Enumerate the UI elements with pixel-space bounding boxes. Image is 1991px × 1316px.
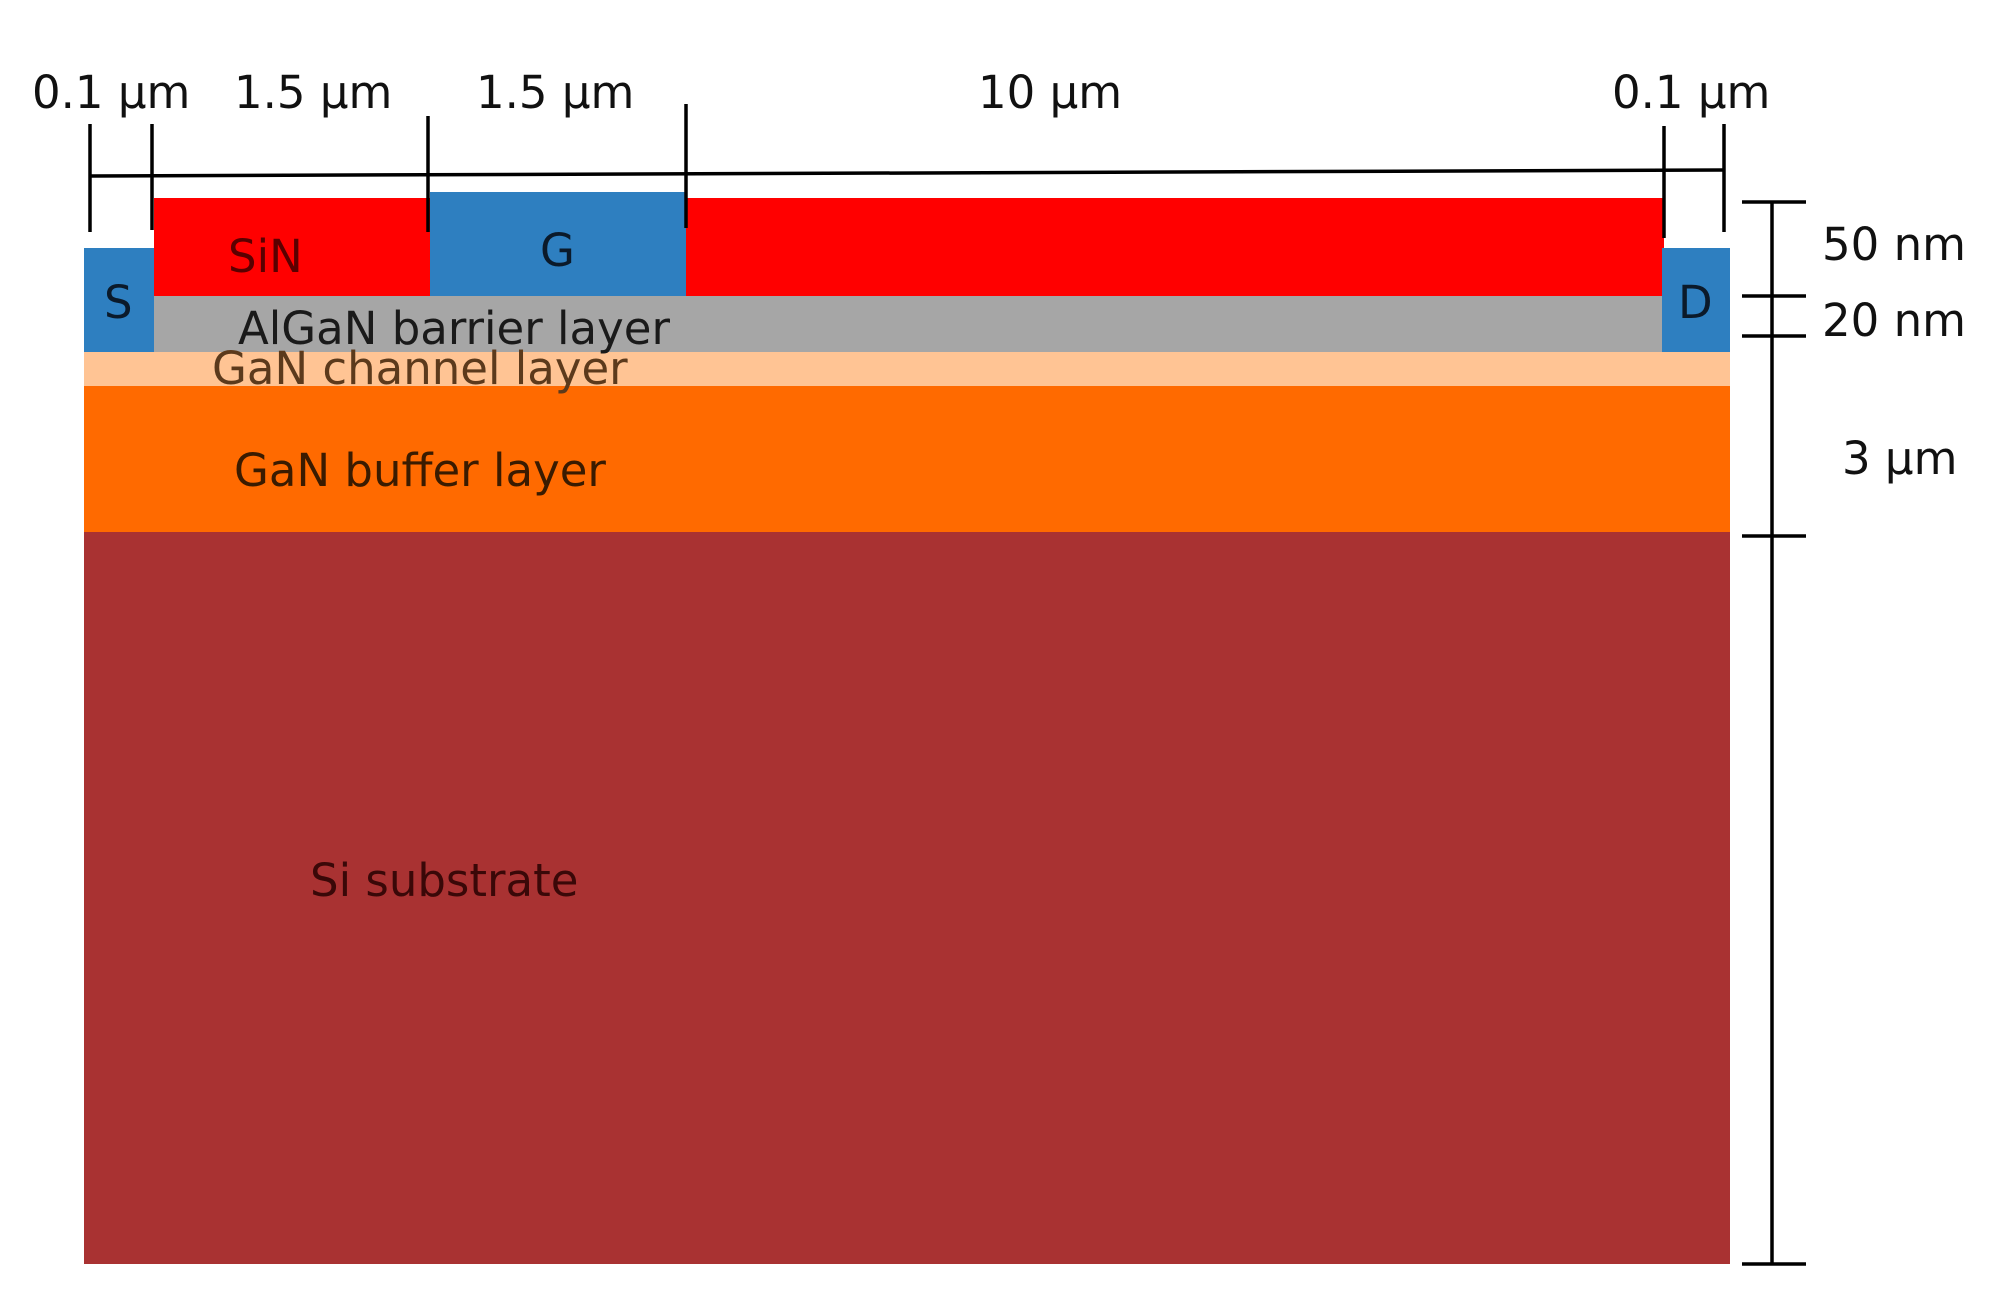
dim-label-source-width: 0.1 µm: [32, 66, 190, 119]
vertical-dimension-lines: [1742, 200, 1806, 1266]
dim-label-buffer-thickness: 3 µm: [1842, 432, 1957, 485]
horizontal-dimension-lines: [88, 104, 1726, 238]
sin-passivation-right: [684, 198, 1664, 296]
gate-label: G: [540, 224, 575, 277]
si-substrate-layer: [84, 530, 1730, 1264]
source-label: S: [104, 276, 133, 329]
source-contact: [84, 248, 154, 352]
dim-label-gate-drain-spacing: 10 µm: [978, 66, 1122, 119]
drain-contact: [1662, 248, 1730, 352]
gan-channel-layer: [84, 350, 1730, 386]
dim-label-algan-thickness: 20 nm: [1822, 294, 1966, 347]
dim-label-drain-width: 0.1 µm: [1612, 66, 1770, 119]
dim-label-sin-thickness: 50 nm: [1822, 218, 1966, 271]
gan-channel-label: GaN channel layer: [212, 342, 628, 395]
si-substrate-label: Si substrate: [310, 854, 578, 907]
gan-buffer-label: GaN buffer layer: [234, 444, 606, 497]
sin-passivation-left: [154, 198, 430, 296]
gate-contact: [430, 192, 686, 296]
dim-label-source-gate-spacing: 1.5 µm: [234, 66, 392, 119]
sin-label: SiN: [228, 230, 303, 283]
algan-label: AlGaN barrier layer: [238, 302, 670, 355]
gan-buffer-layer: [84, 384, 1730, 532]
algan-barrier-layer: [154, 296, 1664, 352]
drain-label: D: [1678, 276, 1713, 329]
dim-label-gate-length: 1.5 µm: [476, 66, 634, 119]
